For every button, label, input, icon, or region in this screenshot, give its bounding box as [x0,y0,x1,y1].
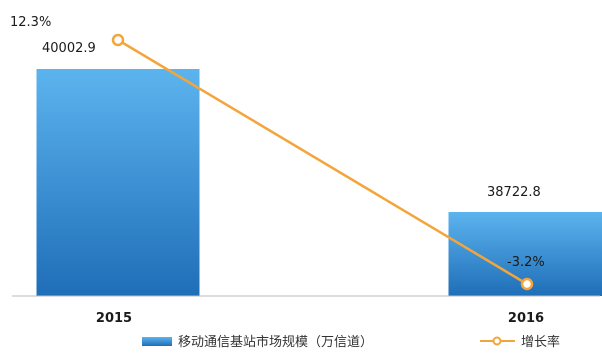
x-tick-label-2015: 2015 [96,311,132,326]
legend-label-line: 增长率 [521,334,560,350]
growth-value-label-2016: -3.2% [507,255,545,270]
growth-line [117,38,528,286]
x-tick-label-2016: 2016 [508,311,544,326]
legend-label-bar: 移动通信基站市场规模（万信道） [178,334,373,350]
legend: 移动通信基站市场规模（万信道） 增长率 [142,334,560,350]
growth-point-2016 [520,277,534,291]
bar-2015 [36,69,200,296]
legend-swatch-marker [492,336,502,346]
legend-swatch-bar [142,337,172,346]
bar-value-label-2015: 40002.9 [42,41,96,56]
bar-value-label-2016: 38722.8 [487,185,541,200]
growth-value-label-2015: 12.3% [10,15,51,30]
growth-point-2015 [111,33,125,47]
